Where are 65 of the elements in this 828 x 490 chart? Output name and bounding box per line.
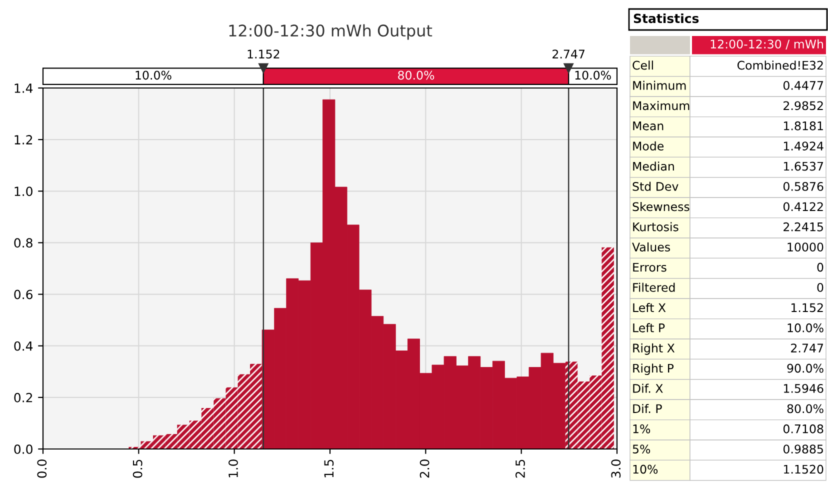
category-label: Left X — [633, 302, 666, 312]
text: 1.152 — [792, 303, 823, 312]
text: 0.7108 — [783, 424, 824, 434]
x-tick-label: 0.5 — [132, 460, 142, 478]
ref-line-label: 1.152 — [248, 50, 280, 59]
y-tick-label: 1.4 — [14, 84, 33, 93]
category-label: Right P — [633, 364, 674, 376]
y-tick-label: 0.2 — [14, 392, 32, 402]
x-tick-label: 2.5 — [516, 460, 525, 478]
y-tick-label: 1.2 — [14, 135, 32, 144]
category-label: 1% — [633, 424, 650, 434]
text: 10000 — [788, 242, 824, 252]
text: 80.0% — [787, 404, 824, 414]
text: 10.0% — [136, 70, 172, 80]
category-label: Mode — [633, 141, 664, 151]
text: Combined!E32 — [737, 60, 823, 70]
x-tick-label: 2.0 — [420, 460, 430, 478]
x-tick-label: 3.0 — [611, 460, 621, 478]
category-label: 10% — [633, 464, 658, 474]
category-label: Filtered — [633, 282, 675, 292]
text: 1.6537 — [784, 162, 823, 171]
y-tick-label: 0.6 — [14, 290, 32, 300]
category-label: Skewness — [632, 202, 690, 212]
text: 0.4122 — [783, 202, 823, 212]
text: 0 — [817, 282, 824, 292]
category-label: Kurtosis — [633, 222, 678, 232]
category-label: Cell — [632, 60, 653, 70]
x-tick-label: 1.5 — [324, 460, 334, 478]
x-tick-label: 1.0 — [228, 460, 238, 478]
category-label: Median — [633, 162, 674, 171]
ref-line-label: 2.747 — [552, 50, 584, 58]
category-label: Dif. X — [633, 384, 663, 393]
text: 0.4477 — [783, 80, 823, 90]
y-tick-label: 1.0 — [14, 186, 32, 196]
text: 80.0% — [398, 70, 434, 80]
text: 0.5876 — [783, 182, 824, 191]
text: 1.5946 — [784, 384, 824, 393]
text: 10.0% — [788, 323, 824, 332]
text: 1.1520 — [784, 464, 824, 474]
y-tick-label: 0.8 — [14, 238, 32, 248]
x-tick-label: 0.0 — [37, 460, 47, 478]
category-label: Maximum — [633, 100, 690, 110]
category-label: Values — [632, 242, 670, 252]
category-label: Mean — [633, 122, 664, 130]
category-label: Right X — [633, 343, 675, 355]
text: 90.0% — [787, 364, 824, 373]
text: 0 — [817, 262, 824, 272]
category-label: Std Dev — [632, 182, 678, 191]
text: Statistics — [634, 13, 699, 24]
text: 10.0% — [575, 70, 611, 80]
category-label: Dif. P — [633, 404, 662, 413]
text: 12:00-12:30 / mWh — [710, 39, 823, 50]
category-label: Errors — [633, 262, 666, 272]
text: 0.9885 — [783, 444, 823, 454]
category-label: Minimum — [633, 80, 686, 90]
chart-title: 12:00-12:30 mWh Output — [229, 24, 432, 40]
text: 1.4924 — [784, 142, 824, 151]
y-tick-label: 0.4 — [14, 341, 33, 351]
category-label: 5% — [632, 444, 650, 454]
text: 2.9852 — [784, 101, 823, 110]
text: 2.747 — [791, 344, 823, 352]
text: 1.8181 — [784, 121, 823, 130]
text: 2.2415 — [784, 222, 823, 232]
category-label: Left P — [633, 323, 665, 332]
y-tick-label: 0.0 — [14, 444, 32, 454]
